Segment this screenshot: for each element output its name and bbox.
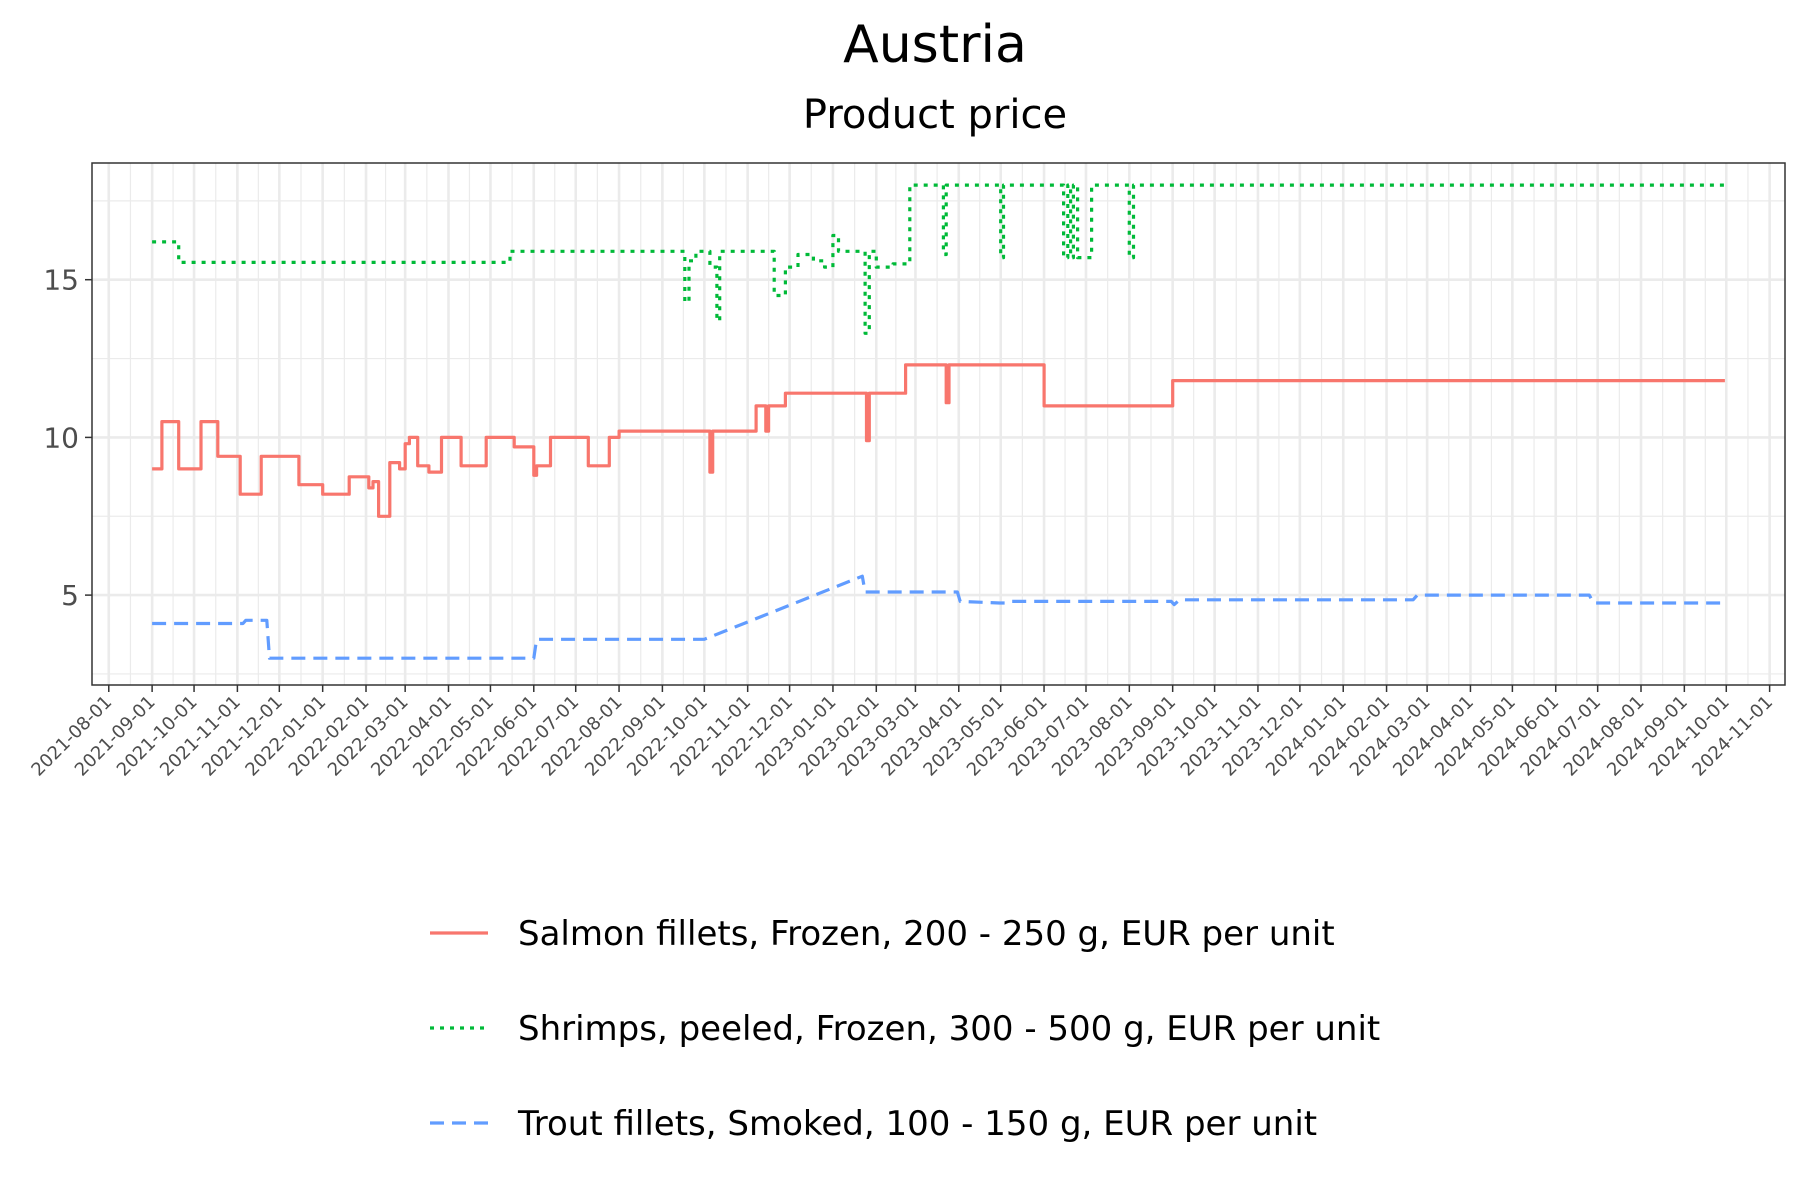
- plot-background: [92, 163, 1785, 685]
- plot-panel-border: [91, 162, 1786, 686]
- minor-gridlines: [92, 163, 1785, 685]
- chart-title: Austria: [843, 15, 1027, 75]
- major-gridlines: [92, 163, 1785, 685]
- x-axis: 2021-08-012021-09-012021-10-012021-11-01…: [27, 685, 1777, 781]
- y-axis: 5 10 15: [43, 264, 92, 612]
- legend-label-2: Shrimps, peeled, Frozen, 300 - 500 g, EU…: [518, 1009, 1380, 1049]
- y-tick-label: 15: [43, 264, 79, 297]
- legend-label-1: Salmon fillets, Frozen, 200 - 250 g, EUR…: [518, 914, 1335, 954]
- series-line-3: [152, 574, 1725, 660]
- y-tick-label: 10: [43, 421, 79, 454]
- series-lines: [152, 183, 1725, 660]
- chart-subtitle: Product price: [803, 92, 1067, 138]
- series-line-1: [152, 363, 1725, 518]
- legend-label-3: Trout fillets, Smoked, 100 - 150 g, EUR …: [517, 1104, 1317, 1144]
- legend: Salmon fillets, Frozen, 200 - 250 g, EUR…: [430, 914, 1380, 1144]
- y-tick-label: 5: [61, 579, 79, 612]
- series-line-2: [152, 183, 1725, 335]
